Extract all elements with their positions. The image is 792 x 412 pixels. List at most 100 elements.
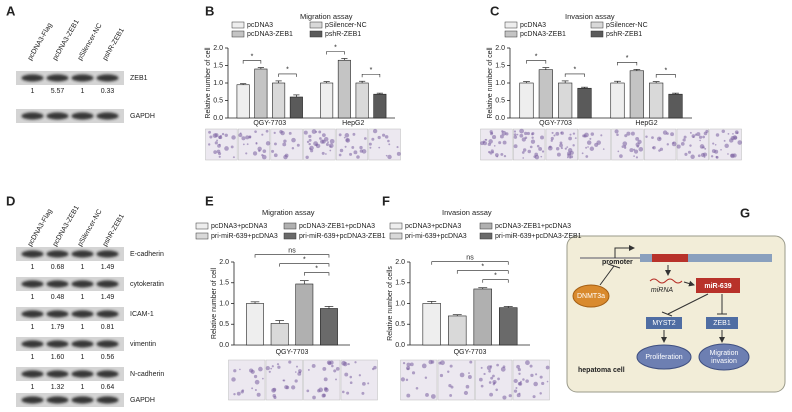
cell-stain — [255, 142, 258, 145]
sig-label: * — [494, 273, 497, 280]
cell-stain — [351, 146, 355, 149]
cell-stain — [406, 393, 411, 398]
blot-strip — [16, 71, 124, 85]
bar — [519, 82, 534, 119]
cell-stain — [361, 149, 367, 154]
lane-label: pcDNA3-ZEB1 — [52, 19, 81, 62]
cell-stain — [534, 154, 540, 160]
error-bar — [672, 92, 679, 95]
cell-stain — [214, 133, 219, 138]
blot-band — [46, 396, 69, 404]
cell-stain — [490, 376, 494, 380]
cell-stain — [323, 377, 328, 382]
cell-stain — [637, 139, 642, 145]
cell-stain — [522, 148, 527, 152]
cell-stain — [261, 133, 264, 136]
cell-stain — [560, 131, 563, 134]
cell-stain — [343, 361, 348, 367]
bar — [668, 93, 683, 119]
blot-band — [46, 370, 69, 378]
cell-stain — [546, 380, 549, 383]
cell-stain — [283, 379, 286, 382]
cell-stain — [676, 144, 681, 149]
y-tick-label: 2.0 — [395, 259, 405, 266]
cell-stain — [268, 370, 271, 373]
cell-stain — [415, 386, 419, 390]
cell-stain — [572, 144, 575, 147]
band-ratio: 1.49 — [101, 264, 115, 271]
cell-stain — [424, 376, 428, 379]
cell-stain — [503, 154, 507, 158]
legend-label: pri-miR-639+pcDNA3 — [211, 233, 278, 240]
cell-stain — [363, 137, 367, 140]
cell-stain — [319, 137, 322, 140]
blot-band — [46, 280, 69, 288]
cell-stain — [617, 150, 620, 153]
cell-stain — [683, 135, 687, 139]
blot-band — [21, 370, 44, 378]
cell-stain — [311, 129, 317, 134]
cell-stain — [737, 140, 743, 145]
legend-swatch — [590, 30, 604, 38]
cell-stain — [550, 139, 553, 142]
cell-stain — [238, 133, 243, 138]
cell-stain — [734, 130, 739, 135]
cell-stain — [616, 133, 619, 137]
cell-stain — [555, 131, 560, 136]
cell-stain — [335, 378, 337, 381]
cell-stain — [368, 142, 372, 146]
panel-label: G — [740, 205, 750, 220]
legend-label: pri-miR-639+pcDNA3-ZEB1 — [495, 233, 582, 240]
cell-stain — [513, 130, 517, 133]
cell-stain — [662, 130, 668, 135]
zeb-box — [706, 317, 738, 329]
cell-stain — [245, 152, 248, 155]
cell-stain — [315, 130, 318, 133]
cell-stain — [531, 133, 534, 136]
cell-stain — [535, 373, 538, 376]
legend-swatch — [309, 21, 323, 29]
row-label: GAPDH — [130, 113, 155, 120]
cell-stain — [489, 392, 494, 397]
sig-label: * — [481, 264, 484, 271]
lane-label: pcDNA3-Flag — [27, 22, 54, 62]
legend-swatch — [389, 222, 403, 230]
bar — [289, 96, 303, 119]
cell-stain — [489, 365, 493, 368]
row-label: ZEB1 — [130, 75, 148, 82]
x-tick-label: QGY-7703 — [253, 120, 286, 127]
cell-stain — [283, 139, 287, 143]
cell-stain — [732, 135, 738, 140]
cell-stain — [502, 395, 507, 400]
cell-stain — [321, 151, 325, 155]
y-tick-label: 0.0 — [213, 115, 223, 122]
blot-strip — [16, 307, 124, 321]
cell-stain — [276, 363, 280, 366]
cell-stain — [540, 155, 543, 158]
cell-stain — [341, 390, 345, 394]
cell-stain — [690, 154, 695, 159]
cell-stain — [323, 136, 329, 142]
bar — [610, 82, 625, 119]
prolif-node — [636, 344, 692, 370]
band-ratio: 1 — [31, 294, 35, 301]
cell-stain — [479, 377, 483, 382]
sig-bracket — [242, 60, 262, 64]
cell-stain — [531, 136, 534, 139]
cell-stain — [411, 371, 416, 375]
cell-stain — [288, 131, 292, 135]
y-axis-label: Relative number of cell — [205, 47, 212, 119]
cell-stain — [273, 131, 276, 134]
cell-stain — [406, 366, 411, 371]
cell-stain — [447, 370, 450, 373]
error-bar — [250, 301, 260, 304]
y-axis-label: Relative number of cells — [387, 266, 394, 341]
blot-strip — [16, 337, 124, 351]
error-bar — [293, 94, 300, 97]
cell-stain — [682, 138, 686, 142]
cell-stain — [231, 377, 236, 382]
bar — [448, 315, 467, 346]
legend-swatch — [504, 21, 518, 29]
cell-stain — [405, 378, 409, 382]
cell-stain — [518, 372, 521, 375]
